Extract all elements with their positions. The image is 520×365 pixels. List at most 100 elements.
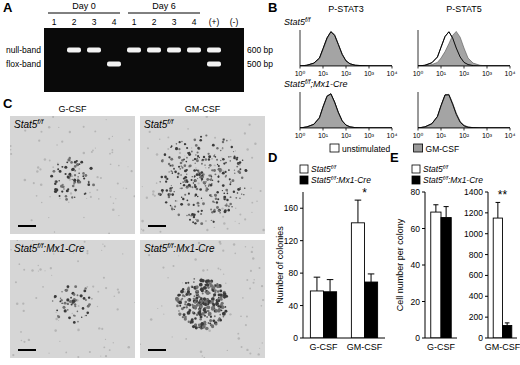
cell (218, 294, 221, 297)
micrograph-bg (10, 116, 135, 234)
texture (142, 229, 144, 231)
cell (191, 285, 193, 287)
scale-bar (18, 349, 36, 351)
texture (52, 166, 54, 168)
cell (208, 158, 210, 160)
texture (100, 177, 102, 179)
cell (224, 205, 225, 206)
texture (18, 263, 20, 265)
cell (222, 184, 225, 187)
texture (86, 198, 87, 199)
cell (217, 198, 219, 200)
cell (196, 304, 198, 306)
y-axis (418, 30, 419, 66)
cell (197, 196, 199, 198)
cell (84, 287, 86, 289)
texture (98, 327, 100, 329)
texture (36, 170, 38, 172)
texture (128, 346, 130, 348)
cell (199, 188, 202, 191)
texture (185, 338, 187, 340)
cell (184, 143, 186, 145)
texture (249, 352, 251, 354)
cell (213, 293, 216, 296)
texture (235, 221, 236, 222)
cell (167, 193, 170, 196)
cell (216, 201, 218, 203)
cell (193, 278, 195, 280)
tick (392, 128, 393, 131)
cell (221, 309, 223, 311)
texture (207, 269, 209, 271)
cell (73, 293, 76, 296)
cell (194, 307, 197, 310)
cell (238, 189, 240, 191)
cell (66, 298, 69, 301)
tick-label: 80 (411, 187, 421, 197)
texture (110, 196, 111, 197)
cell (164, 176, 167, 179)
cell (192, 186, 194, 188)
cell (208, 322, 210, 324)
texture (238, 337, 241, 340)
cell (195, 154, 197, 156)
legend-swatch (412, 176, 420, 184)
band-size: 600 bp (247, 45, 273, 55)
tick-label: 10⁴ (505, 132, 516, 139)
cell (218, 165, 220, 167)
lane-label: 3 (92, 17, 97, 27)
scale-bar (148, 349, 166, 351)
cell (168, 156, 170, 158)
texture (90, 196, 92, 198)
tick (510, 128, 511, 131)
texture (100, 356, 101, 357)
cell (211, 306, 215, 310)
cell (169, 165, 171, 167)
cell (220, 298, 223, 301)
cell (196, 188, 199, 191)
texture (122, 253, 123, 254)
texture (239, 213, 241, 215)
texture (127, 166, 128, 167)
cell (195, 219, 196, 220)
plot-area (493, 202, 512, 338)
column-title: G-CSF (59, 104, 88, 114)
cell (73, 315, 75, 317)
cell (168, 171, 169, 172)
cell (171, 185, 172, 186)
cell (187, 299, 189, 301)
group-line (48, 13, 120, 14)
cell (198, 173, 201, 176)
cell (223, 196, 226, 199)
cell (61, 291, 62, 292)
cell (69, 300, 72, 303)
cell (237, 192, 239, 194)
texture (91, 151, 93, 153)
tick-label: 10² (459, 70, 470, 77)
texture (237, 333, 239, 335)
cre: :Mx1-Cre (43, 243, 85, 254)
texture (108, 138, 110, 140)
cell (219, 314, 221, 316)
cell (237, 188, 240, 191)
texture (238, 223, 240, 225)
cell (207, 279, 210, 282)
cell (83, 297, 86, 300)
texture (105, 355, 107, 357)
cell (187, 311, 191, 315)
tick (485, 317, 488, 318)
cell (184, 181, 186, 183)
tick-label: 10³ (482, 70, 493, 77)
histogram-outline (300, 94, 392, 128)
category-label: GM-CSF (347, 342, 383, 352)
texture (24, 179, 27, 182)
tick-label: 1200 (464, 208, 483, 218)
texture (191, 147, 192, 148)
cell (222, 190, 223, 191)
cre: :Mx1-Cre (173, 243, 215, 254)
texture (15, 281, 17, 283)
cell (74, 305, 76, 307)
texture (55, 318, 58, 321)
cell (71, 168, 74, 171)
cell (71, 196, 73, 198)
